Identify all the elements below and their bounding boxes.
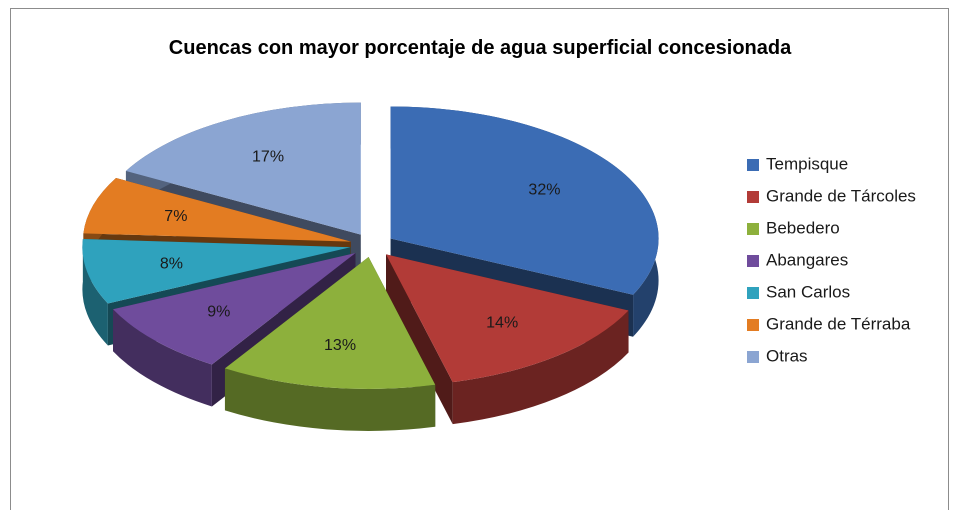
pie: 32% 14% 13% 9% 8% 7% 17% <box>82 102 659 431</box>
legend-swatch <box>747 223 759 235</box>
slice-wall <box>82 238 108 346</box>
data-label: 13% <box>324 337 356 354</box>
data-label: 9% <box>207 304 230 321</box>
legend-label: Grande de Tárcoles <box>766 186 916 205</box>
legend-label: Grande de Térraba <box>766 314 911 333</box>
legend-swatch <box>747 351 759 363</box>
legend-swatch <box>747 287 759 299</box>
legend-label: Otras <box>766 346 808 365</box>
slice-wall <box>113 309 212 407</box>
slice-group <box>224 256 436 431</box>
slice-wall <box>224 368 436 431</box>
data-label: 32% <box>528 182 560 199</box>
legend-swatch <box>747 319 759 331</box>
slice <box>125 102 361 235</box>
data-label: 7% <box>164 208 187 225</box>
legend-label: Tempisque <box>766 154 848 173</box>
legend-swatch <box>747 159 759 171</box>
legend-label: San Carlos <box>766 282 850 301</box>
legend: Tempisque Grande de Tárcoles Bebedero Abang… <box>747 154 916 365</box>
slice <box>386 254 629 383</box>
slice <box>83 178 351 242</box>
slice <box>390 106 659 295</box>
data-label: 14% <box>486 315 518 332</box>
slice <box>82 238 351 304</box>
legend-swatch <box>747 255 759 267</box>
slice-wall <box>452 310 629 425</box>
slice-side <box>386 254 453 425</box>
slice <box>113 253 356 365</box>
data-label: 17% <box>252 149 284 166</box>
legend-label: Bebedero <box>766 218 840 237</box>
slice <box>224 256 436 389</box>
legend-swatch <box>747 191 759 203</box>
chart-title: Cuencas con mayor porcentaje de agua sup… <box>169 37 792 59</box>
data-label: 8% <box>160 255 183 272</box>
slice-group <box>386 254 629 425</box>
legend-label: Abangares <box>766 250 848 269</box>
